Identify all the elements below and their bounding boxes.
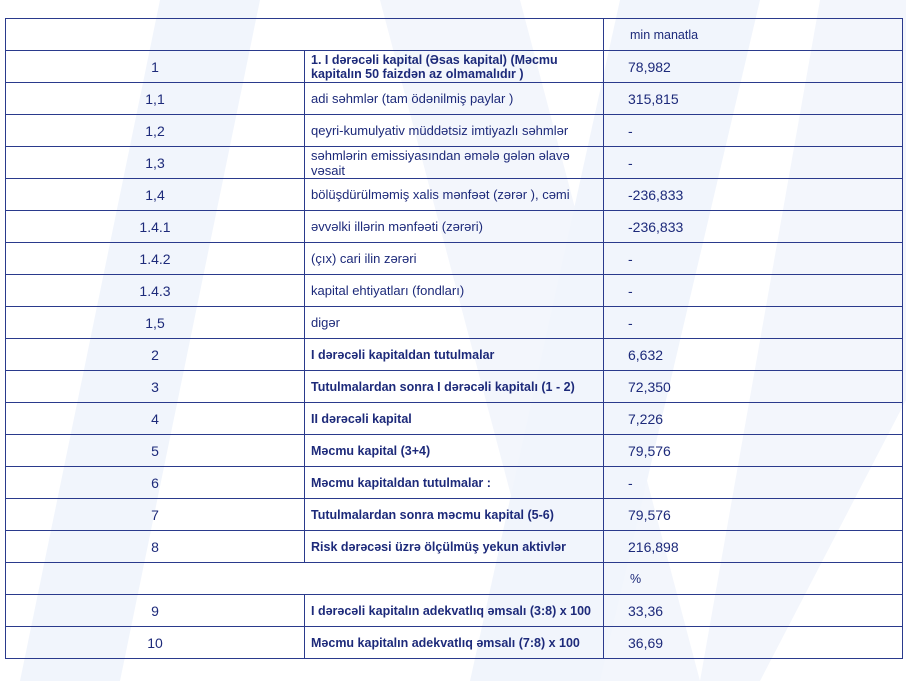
table-row: 6 Məcmu kapitaldan tutulmalar :- (5, 466, 903, 499)
row-number: 1.4.1 (5, 210, 305, 243)
row-label: qeyri-kumulyativ müddətsiz imtiyazlı səh… (304, 114, 604, 147)
row-label: 1. I dərəcəli kapital (Əsas kapital) (Mə… (304, 50, 604, 83)
percent-unit-label: % (603, 562, 903, 595)
row-number: 3 (5, 370, 305, 403)
row-value: 79,576 (603, 434, 903, 467)
table-row: 3 Tutulmalardan sonra I dərəcəli kapitalı… (5, 370, 903, 403)
row-label: kapital ehtiyatları (fondları) (304, 274, 604, 307)
table-row: 1,3 səhmlərin emissiyasından əmələ gələn … (5, 146, 903, 179)
row-label: I dərəcəli kapitaldan tutulmalar (304, 338, 604, 371)
row-label: (çıx) cari ilin zərəri (304, 242, 604, 275)
row-value: 6,632 (603, 338, 903, 371)
unit-header-row: min manatla (5, 18, 903, 51)
row-label: digər (304, 306, 604, 339)
row-value: 79,576 (603, 498, 903, 531)
table-row: 7 Tutulmalardan sonra məcmu kapital (5-6)… (5, 498, 903, 531)
table-row: 1.4.1 əvvəlki illərin mənfəəti (zərəri) -2… (5, 210, 903, 243)
capital-adequacy-table: min manatla 1 1. I dərəcəli kapital (Əsas… (5, 18, 903, 659)
row-value: - (603, 242, 903, 275)
row-label: Məcmu kapital (3+4) (304, 434, 604, 467)
row-label: adi səhmlər (tam ödənilmiş paylar ) (304, 82, 604, 115)
table-row: 1,1 adi səhmlər (tam ödənilmiş paylar ) 31… (5, 82, 903, 115)
row-value: 216,898 (603, 530, 903, 563)
row-label: bölüşdürülməmiş xalis mənfəət (zərər ), … (304, 178, 604, 211)
unit-label: min manatla (603, 18, 903, 51)
row-value: - (603, 114, 903, 147)
row-number: 6 (5, 466, 305, 499)
row-number: 1,5 (5, 306, 305, 339)
row-number: 10 (5, 626, 305, 659)
row-number: 2 (5, 338, 305, 371)
row-value: - (603, 466, 903, 499)
row-value: 36,69 (603, 626, 903, 659)
row-value: - (603, 274, 903, 307)
row-number: 8 (5, 530, 305, 563)
row-value: -236,833 (603, 178, 903, 211)
table-row: 1.4.3 kapital ehtiyatları (fondları) - (5, 274, 903, 307)
row-label: I dərəcəli kapitalın adekvatlıq əmsalı (… (304, 594, 604, 627)
header-blank (5, 562, 604, 595)
row-number: 1 (5, 50, 305, 83)
row-number: 1,4 (5, 178, 305, 211)
table-row: 10 Məcmu kapitalın adekvatlıq əmsalı (7:8… (5, 626, 903, 659)
row-number: 7 (5, 498, 305, 531)
row-label: Tutulmalardan sonra I dərəcəli kapitalı … (304, 370, 604, 403)
table-row: 1,2 qeyri-kumulyativ müddətsiz imtiyazlı … (5, 114, 903, 147)
row-value: -236,833 (603, 210, 903, 243)
table-row: 4 II dərəcəli kapital 7,226 (5, 402, 903, 435)
row-value: 315,815 (603, 82, 903, 115)
percent-header-row: % (5, 562, 903, 595)
header-blank (5, 18, 604, 51)
row-number: 1,1 (5, 82, 305, 115)
row-label: II dərəcəli kapital (304, 402, 604, 435)
row-label: Məcmu kapitaldan tutulmalar : (304, 466, 604, 499)
row-value: 33,36 (603, 594, 903, 627)
row-label: səhmlərin emissiyasından əmələ gələn əla… (304, 146, 604, 179)
row-number: 1,2 (5, 114, 305, 147)
row-label: əvvəlki illərin mənfəəti (zərəri) (304, 210, 604, 243)
row-number: 1.4.3 (5, 274, 305, 307)
table-row: 1,5 digər - (5, 306, 903, 339)
row-value: 78,982 (603, 50, 903, 83)
table-row: 1,4 bölüşdürülməmiş xalis mənfəət (zərər … (5, 178, 903, 211)
row-number: 1,3 (5, 146, 305, 179)
row-number: 1.4.2 (5, 242, 305, 275)
row-label: Tutulmalardan sonra məcmu kapital (5-6) (304, 498, 604, 531)
row-number: 4 (5, 402, 305, 435)
row-label: Məcmu kapitalın adekvatlıq əmsalı (7:8) … (304, 626, 604, 659)
row-value: 72,350 (603, 370, 903, 403)
table-row: 5 Məcmu kapital (3+4) 79,576 (5, 434, 903, 467)
row-value: - (603, 146, 903, 179)
row-number: 9 (5, 594, 305, 627)
row-label: Risk dərəcəsi üzrə ölçülmüş yekun aktivl… (304, 530, 604, 563)
row-value: 7,226 (603, 402, 903, 435)
row-value: - (603, 306, 903, 339)
table-row: 1.4.2 (çıx) cari ilin zərəri - (5, 242, 903, 275)
table-row: 8 Risk dərəcəsi üzrə ölçülmüş yekun aktiv… (5, 530, 903, 563)
table-row: 1 1. I dərəcəli kapital (Əsas kapital) (M… (5, 50, 903, 83)
row-number: 5 (5, 434, 305, 467)
